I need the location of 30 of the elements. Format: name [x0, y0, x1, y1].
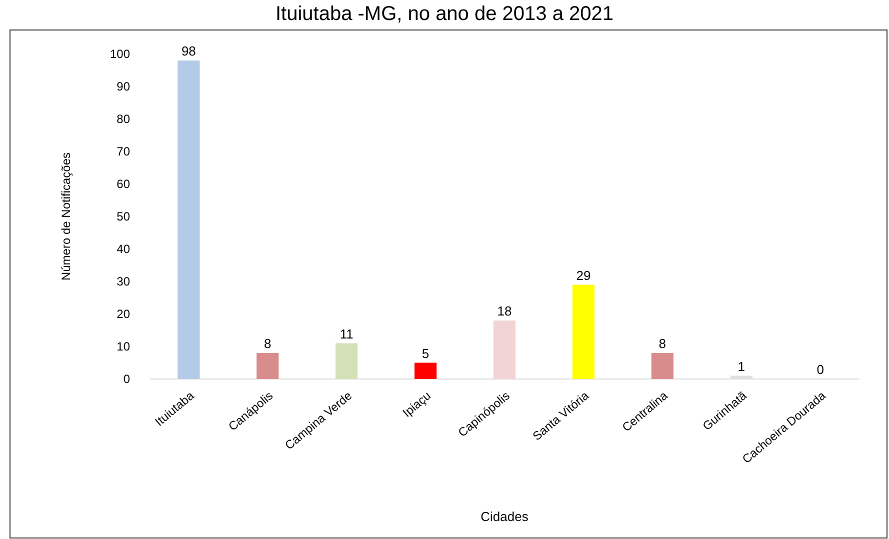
bar — [651, 353, 674, 379]
y-tick-label: 0 — [123, 372, 130, 386]
data-label: 98 — [181, 44, 196, 58]
data-label: 8 — [264, 336, 272, 351]
bar — [493, 320, 516, 379]
y-tick-label: 100 — [110, 47, 130, 62]
data-label: 18 — [497, 304, 512, 318]
data-label: 29 — [576, 268, 591, 283]
y-tick-label: 90 — [116, 80, 130, 94]
y-tick-label: 70 — [116, 144, 130, 159]
data-label: 8 — [658, 336, 666, 351]
x-axis-title: Cidades — [480, 509, 529, 524]
y-axis-title: Número de Notificações — [59, 152, 73, 281]
y-tick-label: 80 — [116, 112, 130, 126]
bar — [336, 343, 358, 379]
bar — [256, 353, 279, 379]
y-tick-label: 50 — [116, 210, 130, 224]
y-tick-label: 30 — [116, 274, 130, 289]
data-label: 5 — [422, 346, 430, 361]
bar — [414, 362, 437, 379]
y-tick-label: 20 — [116, 307, 130, 322]
data-label: 11 — [340, 326, 354, 342]
y-tick-label: 40 — [116, 242, 130, 256]
chart-title: Ituiutaba -MG, no ano de 2013 a 2021 — [275, 3, 614, 25]
bar — [572, 284, 595, 379]
bar — [178, 60, 200, 379]
y-tick-label: 10 — [116, 340, 130, 354]
data-label: 0 — [816, 362, 824, 377]
y-tick-label: 60 — [116, 177, 130, 192]
data-label: 1 — [738, 358, 745, 374]
